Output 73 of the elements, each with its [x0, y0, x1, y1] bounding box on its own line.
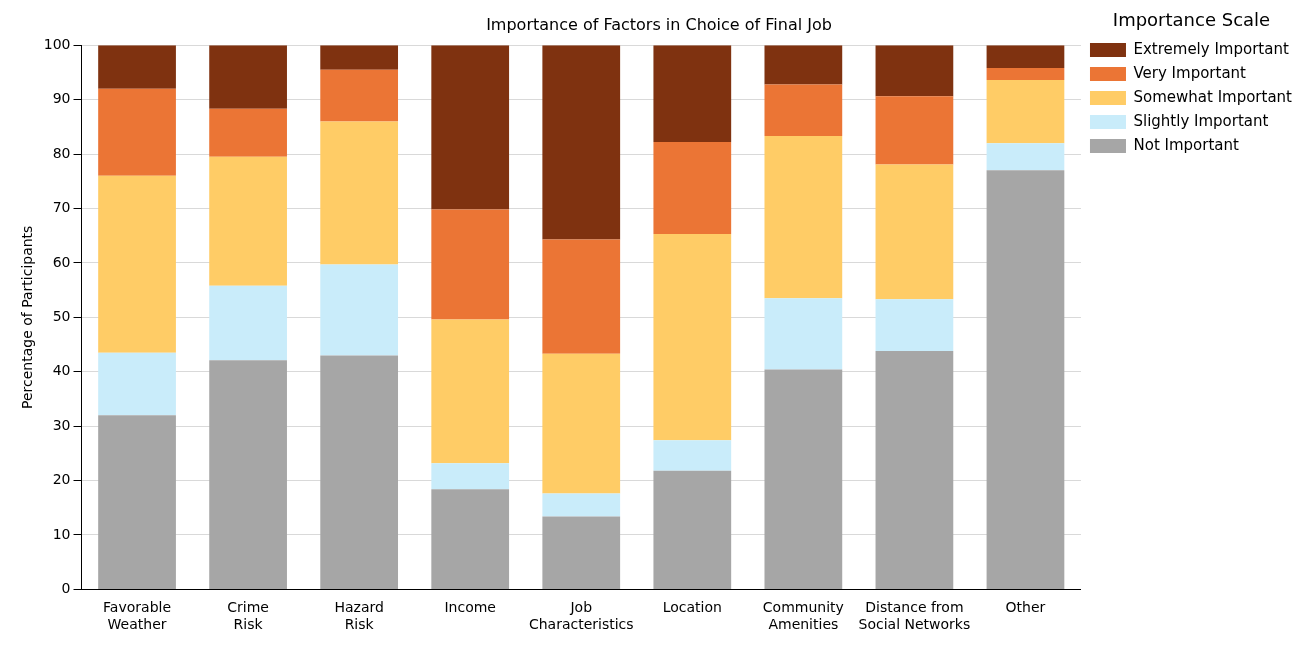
bar [320, 355, 399, 589]
x-tick-label: Crime Risk [227, 599, 269, 633]
x-tick-label: Favorable Weather [103, 599, 172, 633]
y-tick-label: 80 [52, 144, 71, 161]
x-tick-label: Location [662, 599, 722, 616]
bar [653, 234, 732, 441]
x-tick-label: Distance from Social Networks [858, 599, 971, 633]
bar [653, 440, 732, 471]
bar [320, 264, 399, 356]
bar [209, 285, 287, 361]
bar [431, 319, 510, 464]
bar [764, 136, 843, 299]
legend-label: Very Important [1133, 63, 1247, 82]
bar [875, 351, 954, 589]
bar [98, 175, 176, 353]
bar [542, 353, 621, 494]
bar [431, 45, 510, 210]
bar [209, 108, 287, 157]
x-tick-label: Community Amenities [762, 599, 844, 633]
y-tick-label: 100 [43, 35, 71, 52]
y-tick-label: 10 [52, 525, 71, 542]
x-tick-label: Other [1005, 599, 1046, 616]
bar [209, 45, 287, 109]
bar [764, 369, 843, 589]
y-tick-label: 70 [52, 199, 71, 216]
bar [320, 69, 399, 122]
bar [209, 156, 287, 286]
bar [875, 45, 954, 97]
bar [986, 68, 1065, 81]
bar [986, 143, 1065, 171]
y-axis-title: Percentage of Participants [19, 225, 36, 409]
bar [98, 415, 176, 589]
bar [542, 516, 621, 589]
bar [542, 45, 621, 240]
bar [986, 80, 1065, 144]
bar [98, 88, 176, 176]
y-tick-label: 60 [52, 253, 71, 270]
x-tick-label: Hazard Risk [334, 599, 384, 633]
bar [653, 142, 732, 235]
bar [542, 493, 621, 517]
legend-title: Importance Scale [1112, 8, 1271, 30]
bar [764, 45, 843, 85]
bar [98, 352, 176, 416]
bar [986, 45, 1065, 69]
legend-label: Somewhat Important [1133, 87, 1293, 106]
bar [986, 170, 1065, 589]
bar [542, 239, 621, 354]
chart-title: Importance of Factors in Choice of Final Job [486, 14, 832, 34]
bar [764, 84, 843, 137]
bar [431, 209, 510, 320]
bar [653, 470, 732, 589]
y-tick-label: 0 [61, 580, 71, 597]
bar [209, 360, 287, 589]
y-tick-label: 30 [52, 416, 71, 433]
y-tick-label: 20 [52, 471, 71, 488]
y-tick-label: 50 [52, 307, 71, 324]
bar [764, 298, 843, 370]
y-tick-label: 90 [52, 90, 71, 107]
bar [98, 45, 176, 89]
x-tick-label: Income [444, 599, 496, 616]
legend-label: Extremely Important [1133, 39, 1289, 58]
bar [653, 45, 732, 143]
legend-label: Not Important [1133, 135, 1240, 154]
bar [431, 463, 510, 490]
bar [875, 164, 954, 300]
bar [431, 489, 510, 589]
x-tick-label: Job Characteristics [528, 599, 634, 633]
bar [875, 96, 954, 165]
bar [320, 121, 399, 265]
legend-label: Slightly Important [1133, 111, 1269, 130]
bar [875, 299, 954, 352]
bar [320, 45, 399, 70]
y-tick-label: 40 [52, 362, 71, 379]
